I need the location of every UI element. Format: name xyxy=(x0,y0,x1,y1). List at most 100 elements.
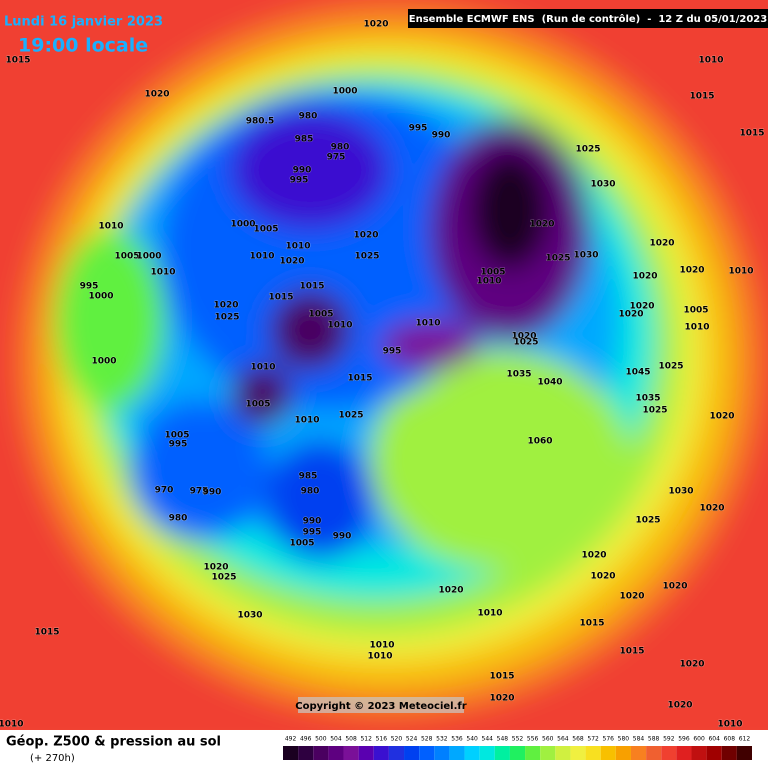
pressure-label: 1015 xyxy=(689,92,714,102)
scale-label: 608 xyxy=(724,736,736,743)
pressure-label: 1010 xyxy=(728,267,753,277)
pressure-label: 1020 xyxy=(662,582,687,592)
pressure-label: 1025 xyxy=(642,406,667,416)
pressure-label: 1060 xyxy=(527,437,552,447)
scale-swatch xyxy=(313,746,329,760)
scale-swatch xyxy=(585,746,601,760)
pressure-label: 1020 xyxy=(213,301,238,311)
pressure-label: 1005 xyxy=(308,310,333,320)
scale-label: 568 xyxy=(572,736,584,743)
pressure-label: 1025 xyxy=(658,362,683,372)
pressure-label: 1000 xyxy=(88,292,113,302)
scale-label: 540 xyxy=(466,736,478,743)
scale-swatch xyxy=(479,746,495,760)
scale-label: 544 xyxy=(482,736,494,743)
pressure-label: 1025 xyxy=(211,573,236,583)
scale-label: 600 xyxy=(693,736,705,743)
scale-label: 612 xyxy=(739,736,751,743)
scale-label: 604 xyxy=(708,736,720,743)
pressure-label: 980 xyxy=(331,143,350,153)
scale-swatch xyxy=(298,746,314,760)
pressure-label: 995 xyxy=(303,528,322,538)
scale-swatch xyxy=(721,746,737,760)
pressure-label: 1020 xyxy=(511,332,536,342)
pressure-label: 975 xyxy=(327,153,346,163)
time: 19:00 locale xyxy=(18,35,148,57)
pressure-label: 1005 xyxy=(245,400,270,410)
pressure-label: 1010 xyxy=(476,277,501,287)
pressure-label: 1020 xyxy=(581,551,606,561)
copyright: Copyright © 2023 Meteociel.fr xyxy=(295,701,466,712)
scale-swatch xyxy=(630,746,647,760)
pressure-label: 990 xyxy=(432,131,451,141)
scale-swatch xyxy=(283,746,299,760)
pressure-label: 1005 xyxy=(253,225,278,235)
scale-label: 564 xyxy=(557,736,569,743)
pressure-label: 1020 xyxy=(632,272,657,282)
pressure-label: 1020 xyxy=(709,412,734,422)
pressure-label: 1020 xyxy=(649,239,674,249)
scale-swatch xyxy=(600,746,616,760)
scale-label: 536 xyxy=(451,736,463,743)
pressure-label: 980 xyxy=(301,487,320,497)
scale-label: 584 xyxy=(633,736,645,743)
pressure-label: 1015 xyxy=(489,672,514,682)
pressure-label: 1000 xyxy=(91,357,116,367)
copyright-box xyxy=(298,697,464,713)
pressure-label: 1020 xyxy=(618,310,643,320)
pressure-label: 995 xyxy=(409,124,428,134)
scale-label: 548 xyxy=(497,736,509,743)
pressure-label: 1000 xyxy=(136,252,161,262)
date: Lundi 16 janvier 2023 xyxy=(4,15,163,30)
scale-swatch xyxy=(434,746,450,760)
scale-swatch xyxy=(691,746,707,760)
pressure-label: 1020 xyxy=(629,302,654,312)
scale-label: 496 xyxy=(300,736,312,743)
scale-swatch xyxy=(555,746,571,760)
lead-time: (+ 270h) xyxy=(30,753,75,764)
pressure-label: 1010 xyxy=(250,363,275,373)
scale-label: 552 xyxy=(512,736,524,743)
color-scale: 492 496 500 504 508 512 516 520 524 528 532 536 540 5… xyxy=(283,736,752,760)
scale-swatch xyxy=(494,746,510,760)
scale-label: 588 xyxy=(648,736,660,743)
pressure-label: 1020 xyxy=(363,20,388,30)
pressure-label: 1030 xyxy=(573,251,598,261)
scale-swatch xyxy=(615,746,631,760)
pressure-label: 1020 xyxy=(590,572,615,582)
pressure-label: 1000 xyxy=(230,220,255,230)
pressure-label: 1015 xyxy=(268,293,293,303)
pressure-label: 1020 xyxy=(279,257,304,267)
scale-swatch xyxy=(388,746,405,760)
pressure-label: 990 xyxy=(303,517,322,527)
pressure-label: 1025 xyxy=(513,338,538,348)
pressure-label: 1000 xyxy=(332,87,357,97)
pressure-label: 1020 xyxy=(203,563,228,573)
pressure-label: 1015 xyxy=(347,374,372,384)
pressure-label: 1020 xyxy=(667,701,692,711)
scale-swatch xyxy=(540,746,556,760)
pressure-label: 1015 xyxy=(34,628,59,638)
pressure-label: 985 xyxy=(299,472,318,482)
scale-swatch xyxy=(343,746,359,760)
pressure-label: 1010 xyxy=(98,222,123,232)
scale-swatch xyxy=(646,746,662,760)
pressure-label: 1025 xyxy=(354,252,379,262)
scale-label: 532 xyxy=(436,736,448,743)
pressure-label: 995 xyxy=(290,176,309,186)
pressure-label: 970 xyxy=(155,486,174,496)
pressure-label: 1005 xyxy=(683,306,708,316)
pressure-label: 1025 xyxy=(545,254,570,264)
pressure-label: 980 xyxy=(299,112,318,122)
scale-label: 560 xyxy=(542,736,554,743)
scale-swatch xyxy=(525,746,541,760)
pressure-label: 990 xyxy=(333,532,352,542)
scale-label: 516 xyxy=(376,736,388,743)
pressure-label: 1010 xyxy=(717,720,742,730)
scale-swatch xyxy=(570,746,586,760)
pressure-label: 1035 xyxy=(635,394,660,404)
pressure-label: 1010 xyxy=(327,321,352,331)
scale-label: 572 xyxy=(587,736,599,743)
